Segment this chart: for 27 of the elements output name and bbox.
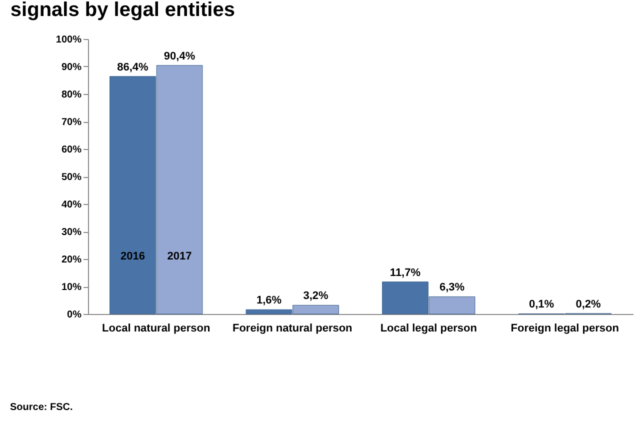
data-label: 1,6% xyxy=(256,294,282,307)
y-tick-label: 90% xyxy=(61,62,82,73)
data-label: 86,4% xyxy=(117,61,149,74)
y-tick-label: 10% xyxy=(61,282,82,293)
y-tick-label: 50% xyxy=(61,172,82,183)
y-tick-label: 60% xyxy=(61,144,82,156)
y-tick-label: 40% xyxy=(61,200,82,210)
y-tick-label: 100% xyxy=(56,34,82,46)
chart-title: signals by legal entities xyxy=(10,0,235,21)
data-label: 0,1% xyxy=(528,298,554,311)
x-tick-label: Foreign natural person xyxy=(232,322,353,334)
y-tick-label: 70% xyxy=(61,117,82,128)
source-note: Source: FSC. xyxy=(10,402,73,413)
y-tick-label: 30% xyxy=(61,227,82,238)
series-label: 2017 xyxy=(167,250,192,262)
x-tick-label: Local legal person xyxy=(380,322,478,334)
series-label: 2016 xyxy=(120,250,145,262)
data-label: 6,3% xyxy=(439,282,465,294)
y-tick-label: 0% xyxy=(67,310,82,320)
y-tick-label: 20% xyxy=(61,254,82,266)
data-label: 0,2% xyxy=(576,298,602,310)
data-label: 3,2% xyxy=(303,290,329,302)
x-tick-label: Local natural person xyxy=(102,322,210,334)
data-label: 90,4% xyxy=(164,50,196,62)
data-label: 11,7% xyxy=(390,266,421,279)
x-tick-label: Foreign legal person xyxy=(510,322,620,334)
y-tick-label: 80% xyxy=(61,90,82,100)
